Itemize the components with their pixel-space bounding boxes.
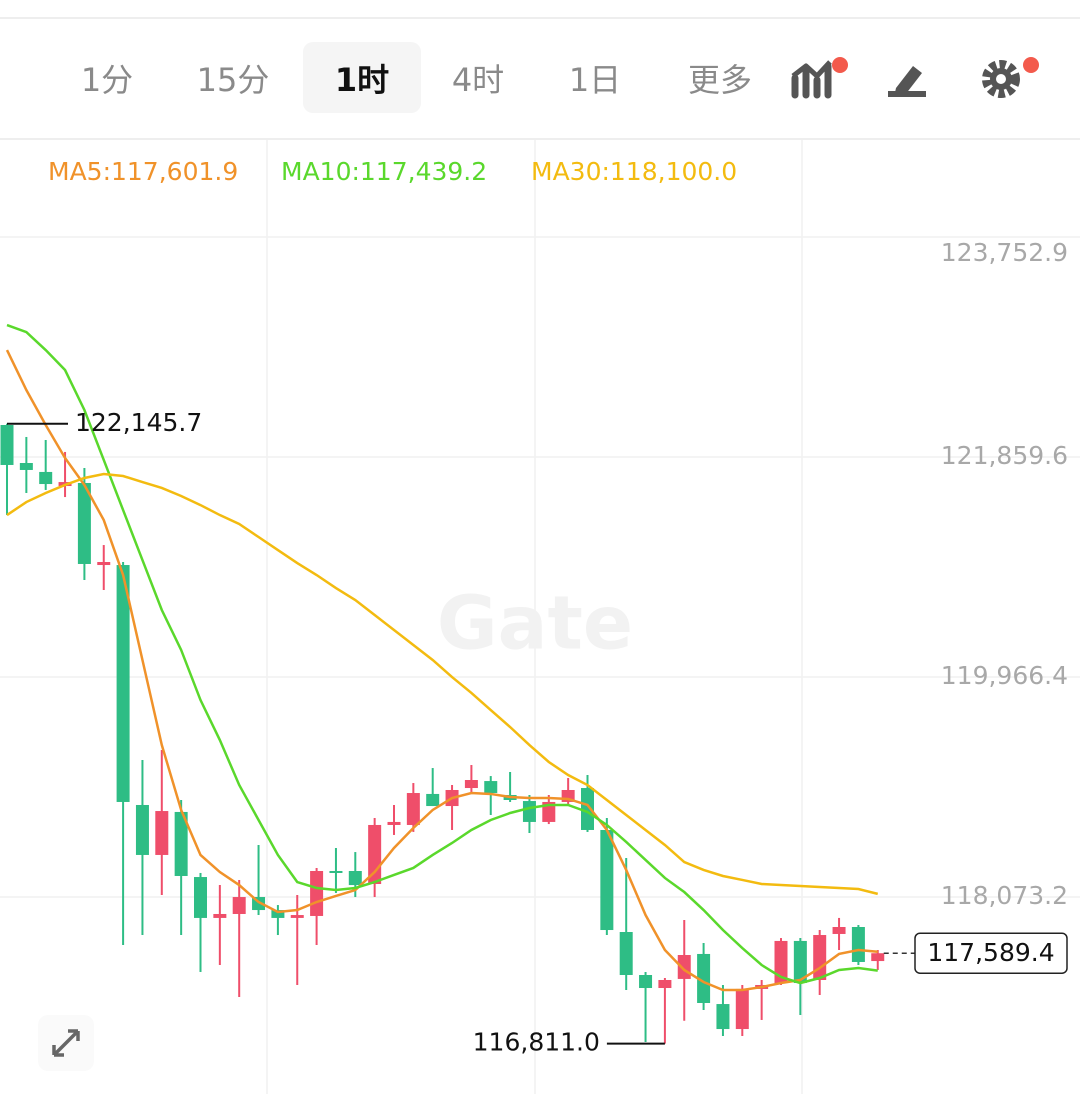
tab-label: 1分 — [81, 61, 133, 99]
candle-body — [426, 793, 440, 807]
y-tick-label: 121,859.6 — [941, 441, 1068, 470]
icon-gear — [982, 60, 1020, 98]
candle-body — [639, 974, 653, 989]
watermark: Gate — [437, 581, 633, 667]
ma-line — [6, 472, 879, 896]
candle-body — [581, 788, 594, 830]
badge — [1023, 57, 1039, 73]
candle-body — [271, 910, 285, 918]
tab[interactable]: 更多 — [688, 61, 752, 99]
plot: MA5:117,601.9 MA10:117,439.2 MA30:118,100.… — [0, 157, 1080, 1057]
candle-body — [232, 897, 246, 914]
candle-body — [600, 829, 614, 931]
ma-line — [5, 349, 878, 992]
tab[interactable]: 4时 — [452, 61, 504, 99]
candle-body — [116, 565, 130, 802]
candle-body — [619, 932, 633, 975]
candle-body — [658, 979, 672, 989]
candle-body — [406, 793, 420, 825]
tab[interactable]: 1日 — [569, 61, 621, 99]
candle-body — [213, 913, 227, 918]
legend-entry: MA10:117,439.2 — [281, 157, 487, 186]
candle-body — [19, 463, 33, 470]
candle-body — [155, 811, 169, 855]
tab-label: 15分 — [197, 61, 270, 99]
legend-entry: MA5:117,601.9 — [48, 157, 238, 186]
settings-icon[interactable] — [982, 57, 1039, 98]
candle-body — [135, 804, 149, 855]
candle-body — [174, 811, 188, 876]
ma-line — [6, 323, 878, 985]
candle-body — [290, 915, 304, 918]
candle-body — [348, 870, 362, 886]
candle-body — [484, 781, 498, 794]
candle-body — [697, 953, 711, 1004]
legend-entry: MA30:118,100.0 — [531, 157, 737, 186]
tab[interactable]: 1分 — [81, 61, 133, 99]
candle-body — [194, 877, 207, 918]
last-price-box — [914, 932, 1068, 974]
y-tick-label: 118,073.2 — [941, 881, 1068, 910]
y-tick-label: 123,752.9 — [941, 238, 1068, 267]
tab-label: 1时 — [335, 61, 389, 99]
y-tick-label: 119,966.4 — [941, 661, 1068, 690]
candle-body — [851, 927, 865, 962]
annotation-label: 116,811.0 — [473, 1028, 600, 1057]
annotation-label: 122,145.7 — [75, 408, 202, 437]
icon-base — [888, 91, 926, 97]
icon-line — [791, 60, 832, 79]
candle-body — [561, 789, 575, 802]
icon-gear-hole — [996, 74, 1006, 84]
candle-body — [542, 801, 556, 822]
tab-label: 4时 — [452, 61, 504, 99]
candle-body — [97, 562, 111, 566]
expand-button[interactable] — [38, 1015, 94, 1071]
tab[interactable]: 15分 — [197, 61, 270, 99]
tab-selected-bg — [303, 42, 421, 113]
candle-body — [871, 953, 885, 962]
tab[interactable]: 1时 — [303, 42, 421, 113]
candle-body — [464, 780, 478, 789]
badge — [832, 57, 848, 73]
icon-bars — [791, 62, 832, 99]
candle-body — [329, 870, 343, 873]
candle-body — [522, 801, 536, 822]
draw-icon[interactable] — [888, 66, 926, 97]
tab-label: 1日 — [569, 61, 621, 99]
last-price-label: 117,589.4 — [927, 938, 1054, 967]
candle-body — [832, 927, 846, 934]
icon-pen — [894, 66, 922, 97]
candle-body — [716, 1004, 730, 1030]
candle-body — [774, 940, 788, 984]
candle-body — [793, 940, 807, 984]
indicator-icon[interactable] — [791, 57, 848, 99]
candle-body — [735, 988, 749, 1030]
tab-label: 更多 — [688, 61, 752, 99]
tab-bar: 1分 15分 1时 4时 1日 更多 — [81, 42, 752, 113]
candle-body — [387, 821, 401, 825]
candle-body — [310, 870, 324, 916]
candle-body — [0, 425, 14, 465]
candle-body — [77, 482, 91, 564]
candle-body — [39, 471, 53, 485]
candle-body — [813, 935, 827, 980]
icon-expand — [52, 1029, 80, 1057]
